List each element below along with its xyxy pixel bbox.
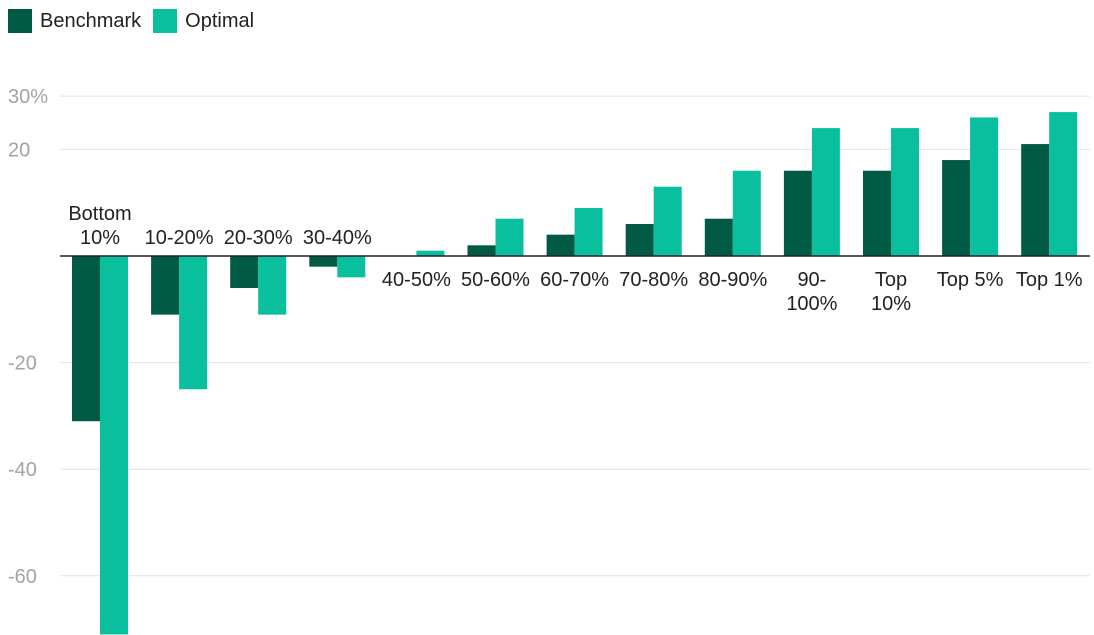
legend-label-optimal: Optimal [185, 9, 255, 32]
x-tick-label: 20-30% [224, 227, 293, 249]
bar-optimal-11 [970, 117, 999, 256]
x-tick-label: Bottom [68, 203, 131, 225]
y-tick-label: 30% [8, 86, 48, 108]
y-tick-label: 20 [8, 139, 30, 161]
bar-optimal-1 [179, 256, 208, 390]
bar-optimal-2 [258, 256, 287, 315]
bar-benchmark-2 [230, 256, 259, 288]
x-tick-label: 10-20% [145, 227, 214, 249]
bar-optimal-0 [100, 256, 128, 635]
x-tick-label: Top [875, 269, 907, 291]
bar-optimal-12 [1049, 112, 1078, 256]
x-tick-label: 90- [797, 269, 826, 291]
bar-benchmark-0 [72, 256, 100, 422]
bar-optimal-9 [811, 128, 840, 256]
bar-optimal-8 [732, 170, 761, 256]
x-tick-label: 80-90% [698, 269, 767, 291]
y-tick-label: -60 [8, 566, 37, 588]
y-tick-label: -40 [8, 459, 37, 481]
bar-optimal-7 [653, 186, 682, 256]
y-tick-label: -20 [8, 353, 37, 375]
legend-item-benchmark[interactable]: Benchmark [8, 9, 141, 33]
x-tick-label: 10% [80, 227, 120, 249]
x-tick-label: 70-80% [619, 269, 688, 291]
bar-benchmark-7 [625, 224, 654, 256]
legend-swatch-optimal [153, 9, 178, 33]
bar-benchmark-11 [942, 160, 971, 256]
x-tick-label: Top 1% [1016, 269, 1083, 291]
x-tick-label: Top 5% [937, 269, 1004, 291]
x-tick-label: 40-50% [382, 269, 451, 291]
x-tick-label: 50-60% [461, 269, 530, 291]
bar-benchmark-1 [151, 256, 180, 315]
x-tick-label: 100% [786, 293, 837, 315]
legend: Benchmark Optimal [8, 9, 266, 33]
bar-optimal-3 [337, 256, 366, 278]
bar-benchmark-5 [467, 245, 496, 256]
legend-item-optimal[interactable]: Optimal [153, 9, 254, 33]
bar-optimal-10 [891, 128, 919, 256]
bar-benchmark-10 [863, 170, 891, 256]
x-tick-label: 10% [871, 293, 911, 315]
bar-optimal-6 [574, 208, 603, 256]
bar-benchmark-3 [309, 256, 338, 267]
legend-swatch-benchmark [8, 9, 32, 33]
legend-label-benchmark: Benchmark [40, 9, 142, 32]
x-tick-label: 60-70% [540, 269, 609, 291]
bar-benchmark-6 [546, 234, 575, 256]
bar-optimal-4 [416, 250, 445, 256]
bar-benchmark-9 [783, 170, 812, 256]
bar-optimal-5 [495, 218, 524, 256]
bar-benchmark-8 [704, 218, 733, 256]
bar-benchmark-12 [1021, 144, 1050, 256]
x-tick-label: 30-40% [303, 227, 372, 249]
